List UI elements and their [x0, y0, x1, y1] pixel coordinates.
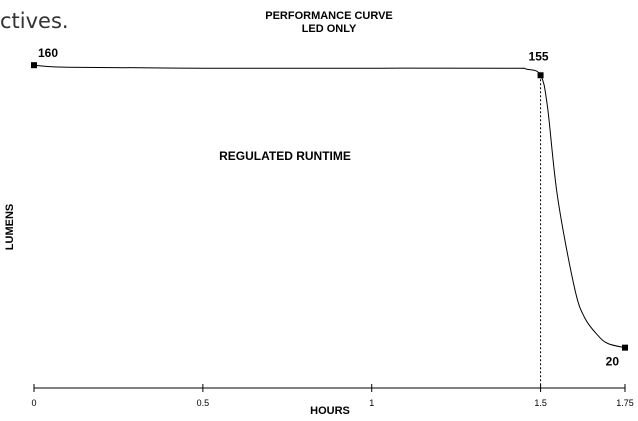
y-axis-label: LUMENS — [4, 204, 16, 250]
x-tick-label: 0 — [31, 398, 36, 408]
x-ticks: 0 0.5 1 1.5 1.75 — [31, 384, 634, 408]
annotation-regulated-runtime: REGULATED RUNTIME — [219, 149, 351, 163]
series-line — [33, 64, 626, 349]
data-label: 20 — [606, 355, 620, 369]
page-text-fragment: ctives. — [0, 9, 69, 33]
x-tick-label: 1.5 — [534, 398, 547, 408]
data-label: 155 — [529, 49, 549, 63]
data-point-marker — [31, 62, 37, 69]
data-point-marker — [537, 72, 544, 79]
x-tick-label: 0.5 — [197, 398, 210, 408]
x-tick-label: 1.75 — [616, 398, 634, 408]
data-markers: 160 155 20 — [31, 46, 628, 369]
chart-title: PERFORMANCE CURVE — [265, 10, 393, 22]
x-axis-label: HOURS — [310, 405, 350, 417]
data-point-marker — [622, 344, 628, 351]
chart-subtitle: LED ONLY — [302, 23, 357, 35]
x-tick-label: 1 — [369, 398, 374, 408]
data-label: 160 — [38, 46, 58, 60]
